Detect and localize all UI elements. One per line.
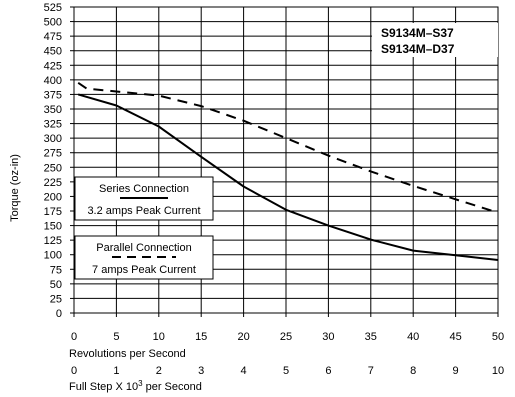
series-connection-line [77, 93, 499, 261]
y-tick-label: 475 [44, 31, 62, 43]
x2-tick-label: 1 [113, 365, 119, 377]
model-label-box-2: S9134M–D37 [372, 40, 498, 57]
y-tick-label: 0 [56, 308, 62, 320]
y-tick-label: 200 [44, 191, 62, 203]
x-tick-label: 10 [153, 331, 165, 343]
series-lines [77, 81, 499, 261]
y-tick-label: 325 [44, 119, 62, 131]
legend-parallel-current: 7 amps Peak Current [92, 264, 196, 276]
y-tick-label: 275 [44, 148, 62, 160]
x-tick-label: 25 [280, 331, 292, 343]
x2-tick-label: 6 [325, 365, 331, 377]
legend-parallel-title: Parallel Connection [96, 242, 191, 254]
y-tick-label: 100 [44, 250, 62, 262]
x-tick-label: 0 [71, 331, 77, 343]
model-label-1: S9134M–S37 [381, 26, 454, 40]
legend-series-title: Series Connection [99, 183, 189, 195]
axes: 0255075100125150175200225250275300325350… [44, 2, 504, 377]
x2-tick-label: 2 [156, 365, 162, 377]
x2-tick-label: 9 [453, 365, 459, 377]
x-tick-label: 15 [195, 331, 207, 343]
model-label-2: S9134M–D37 [381, 42, 455, 56]
y-tick-label: 375 [44, 89, 62, 101]
x-tick-label: 40 [407, 331, 419, 343]
y-tick-label: 150 [44, 221, 62, 233]
x-tick-label: 45 [449, 331, 461, 343]
x-tick-label: 35 [365, 331, 377, 343]
y-tick-label: 225 [44, 177, 62, 189]
x-axis-secondary-label-text: Full Step X 10 [69, 381, 138, 393]
y-tick-label: 175 [44, 206, 62, 218]
x-axis-secondary-label-suffix: per Second [143, 381, 202, 393]
x2-tick-label: 3 [198, 365, 204, 377]
y-tick-label: 500 [44, 17, 62, 29]
x-tick-label: 5 [113, 331, 119, 343]
x-tick-label: 20 [237, 331, 249, 343]
legend-series-current: 3.2 amps Peak Current [87, 205, 200, 217]
legend-series: Series Connection 3.2 amps Peak Current [74, 176, 214, 221]
y-axis-label: Torque (oz-in) [9, 154, 21, 222]
x-tick-label: 30 [322, 331, 334, 343]
x2-tick-label: 0 [71, 365, 77, 377]
x2-tick-label: 7 [368, 365, 374, 377]
y-tick-label: 400 [44, 75, 62, 87]
x-axis-secondary-label-superscript: 3 [138, 379, 143, 388]
legend-parallel: Parallel Connection 7 amps Peak Current [74, 235, 214, 280]
plot-frame [73, 6, 499, 314]
x2-tick-label: 4 [241, 365, 247, 377]
x2-tick-label: 5 [283, 365, 289, 377]
y-tick-label: 250 [44, 162, 62, 174]
x2-tick-label: 10 [492, 365, 504, 377]
y-tick-label: 50 [50, 279, 62, 291]
parallel-connection-line [77, 81, 499, 214]
y-tick-label: 350 [44, 104, 62, 116]
x-axis-label: Revolutions per Second [69, 348, 186, 360]
y-tick-label: 425 [44, 60, 62, 72]
model-label-box-1: S9134M–S37 [372, 23, 498, 41]
x-axis-secondary-label: Full Step X 103 per Second [69, 379, 202, 393]
y-tick-label: 75 [50, 264, 62, 276]
x2-tick-label: 8 [410, 365, 416, 377]
y-tick-label: 25 [50, 293, 62, 305]
y-tick-label: 525 [44, 2, 62, 14]
y-tick-label: 125 [44, 235, 62, 247]
y-tick-label: 300 [44, 133, 62, 145]
x-tick-label: 50 [492, 331, 504, 343]
y-tick-label: 450 [44, 46, 62, 58]
